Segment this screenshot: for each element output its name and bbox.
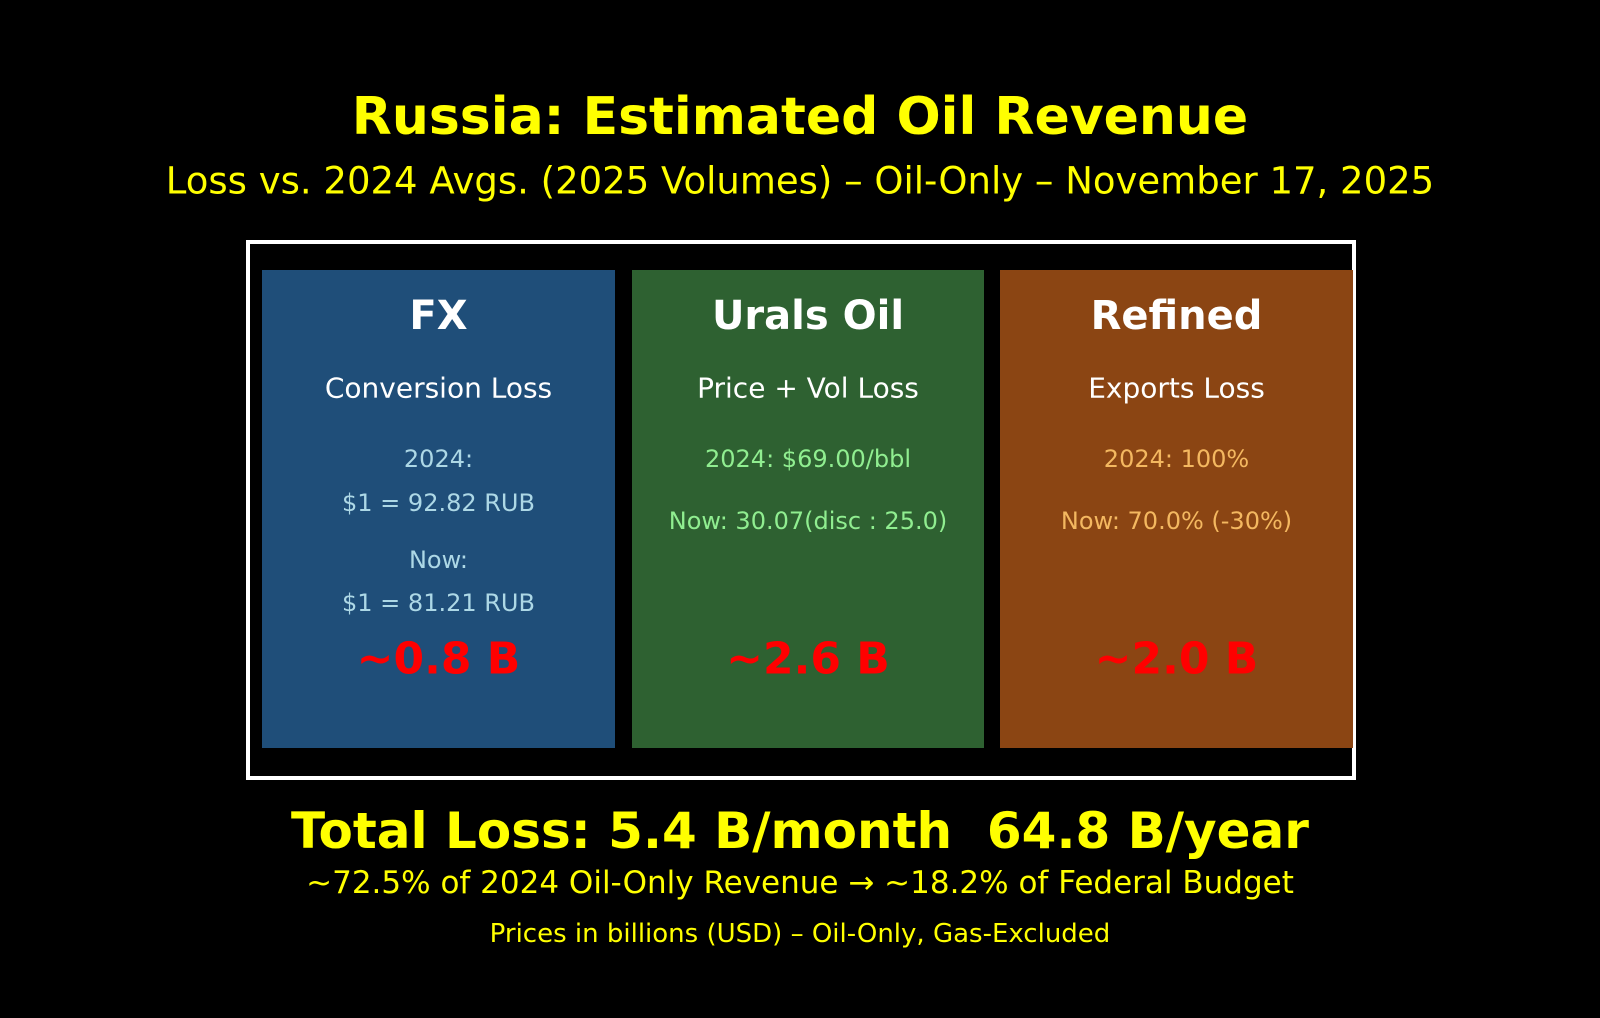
note: Prices in billions (USD) – Oil-Only, Gas… — [489, 919, 1111, 949]
panel-loss: ~2.0 B — [1094, 633, 1259, 685]
total-loss: Total Loss: 5.4 B/month 64.8 B/year — [291, 802, 1309, 860]
panel-line: $1 = 81.21 RUB — [342, 589, 535, 617]
panel-line: 2024: — [403, 445, 474, 473]
title: Russia: Estimated Oil Revenue — [351, 87, 1249, 147]
panel-title: Refined — [1090, 293, 1263, 339]
panel-subtitle: Conversion Loss — [324, 371, 553, 405]
panel-subtitle: Exports Loss — [1088, 371, 1265, 405]
panel-line: Now: 30.07(disc : 25.0) — [668, 507, 948, 535]
panel-line: 2024: $69.00/bbl — [705, 445, 911, 473]
frame — [246, 240, 1356, 780]
panel-line: Now: — [408, 546, 469, 574]
panel-loss: ~2.6 B — [726, 633, 890, 685]
panel: FX Conversion Loss 2024: $1 = 92.82 RUB Now:… — [262, 270, 615, 748]
panel-title: Urals Oil — [711, 293, 905, 339]
panel-title: FX — [409, 293, 468, 339]
panel-line: $1 = 92.82 RUB — [342, 489, 535, 517]
budget-share: ~72.5% of 2024 Oil-Only Revenue → ~18.2%… — [306, 865, 1294, 901]
panel-line: Now: 70.0% (-30%) — [1060, 507, 1293, 535]
panel: Refined Exports Loss 2024: 100% Now: 70.0% … — [1000, 270, 1353, 748]
panel-line: 2024: 100% — [1103, 445, 1250, 473]
panel-loss: ~0.8 B — [356, 633, 521, 685]
panel-subtitle: Price + Vol Loss — [697, 371, 919, 405]
subtitle: Loss vs. 2024 Avgs. (2025 Volumes) – Oil… — [165, 159, 1435, 203]
panel: Urals Oil Price + Vol Loss 2024: $69.00/bb… — [632, 270, 984, 748]
